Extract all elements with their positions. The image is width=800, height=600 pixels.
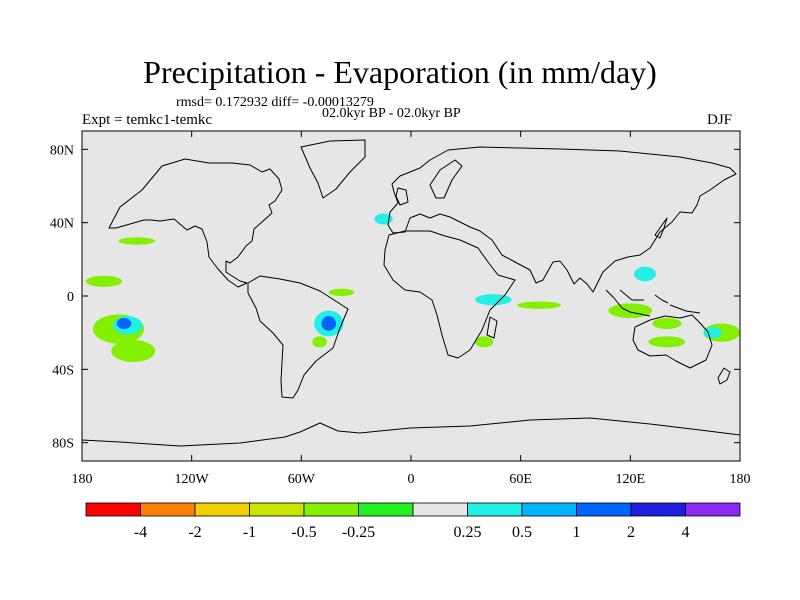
anomaly-patch-7	[321, 316, 337, 331]
anomaly-patch-17	[648, 336, 686, 348]
coast-australia	[632, 314, 713, 369]
coastlines	[82, 139, 740, 447]
coast-new-zealand	[717, 367, 731, 385]
coast-uk	[395, 187, 409, 206]
y-tick-label-0: 80N	[50, 143, 74, 158]
coast-scandinavia	[429, 159, 463, 199]
coast-north-america	[108, 158, 283, 288]
anomaly-patch-12	[517, 301, 561, 309]
anomaly-patch-2	[85, 275, 123, 287]
anomaly-patch-13	[474, 336, 494, 348]
season-label: DJF	[707, 112, 733, 128]
anomaly-patch-16	[633, 266, 656, 282]
coast-japan	[654, 217, 668, 239]
colorbar-swatch-8	[521, 502, 577, 517]
x-tick-label-0: 180	[72, 472, 93, 487]
anomaly-patch-1	[111, 340, 156, 362]
colorbar-swatch-1	[140, 502, 196, 517]
colorbar-swatch-2	[194, 502, 250, 517]
anomaly-patch-11	[474, 294, 512, 306]
colorbar-label-6: 0.5	[512, 524, 532, 541]
anomaly-patch-19	[703, 327, 722, 339]
colorbar-swatch-9	[576, 502, 632, 517]
colorbar-swatch-3	[249, 502, 305, 517]
colorbar-label-4: -0.25	[342, 524, 375, 541]
x-tick-label-5: 120E	[616, 472, 646, 487]
map-background	[82, 131, 740, 461]
x-tick-label-3: 0	[408, 472, 415, 487]
colorbar-label-0: -4	[134, 524, 147, 541]
chart-title: Precipitation - Evaporation (in mm/day)	[143, 54, 657, 90]
anomaly-patch-15	[652, 318, 682, 329]
y-tick-label-1: 40N	[50, 217, 74, 232]
coast-madagascar	[486, 316, 498, 339]
colorbar-label-1: -2	[188, 524, 201, 541]
coast-africa	[383, 230, 516, 359]
anomaly-patch-3	[118, 237, 156, 245]
colorbar-label-8: 2	[627, 524, 635, 541]
x-tick-label-2: 60W	[288, 472, 316, 487]
x-tick-label-1: 120W	[175, 472, 210, 487]
colorbar-swatch-7	[467, 502, 523, 517]
colorbar-label-5: 0.25	[454, 524, 482, 541]
experiment-label: Expt = temkc1-temkc	[82, 112, 213, 128]
anomaly-patch-8	[328, 288, 355, 297]
anomaly-layer	[85, 213, 740, 362]
x-tick-label-6: 180	[730, 472, 751, 487]
colorbar-swatch-10	[630, 502, 686, 517]
coast-greenland	[300, 139, 366, 199]
chart-period: 02.0kyr BP - 02.0kyr BP	[322, 106, 461, 121]
coast-indonesia	[605, 289, 701, 317]
colorbar-swatch-4	[303, 502, 359, 517]
coast-antarctica	[82, 417, 740, 447]
colorbar-swatch-0	[85, 502, 141, 517]
colorbar-swatch-11	[685, 502, 741, 517]
y-tick-label-3: 40S	[52, 363, 74, 378]
anomaly-patch-14	[608, 303, 653, 318]
colorbar-label-3: -0.5	[291, 524, 316, 541]
coast-eurasia	[387, 146, 737, 293]
coast-south-america	[247, 275, 349, 399]
anomaly-patch-9	[312, 336, 327, 348]
x-axis: 180 120W 60W 0 60E 120E 180	[72, 131, 751, 487]
colorbar-swatch-5	[358, 502, 414, 517]
colorbar-label-2: -1	[243, 524, 256, 541]
chart-stats: rmsd= 0.172932 diff= -0.00013279	[176, 95, 374, 110]
colorbar-label-7: 1	[573, 524, 581, 541]
colorbar-label-9: 4	[682, 524, 690, 541]
y-tick-label-4: 80S	[52, 437, 74, 452]
y-axis: 80N 40N 0 40S 80S	[50, 143, 740, 452]
y-tick-label-2: 0	[67, 290, 74, 305]
anomaly-patch-5	[116, 318, 132, 329]
colorbar-swatch-6	[412, 502, 468, 517]
x-tick-label-4: 60E	[509, 472, 532, 487]
colorbar: -4 -2 -1 -0.5 -0.25 0.25 0.5 1 2 4	[85, 502, 741, 541]
